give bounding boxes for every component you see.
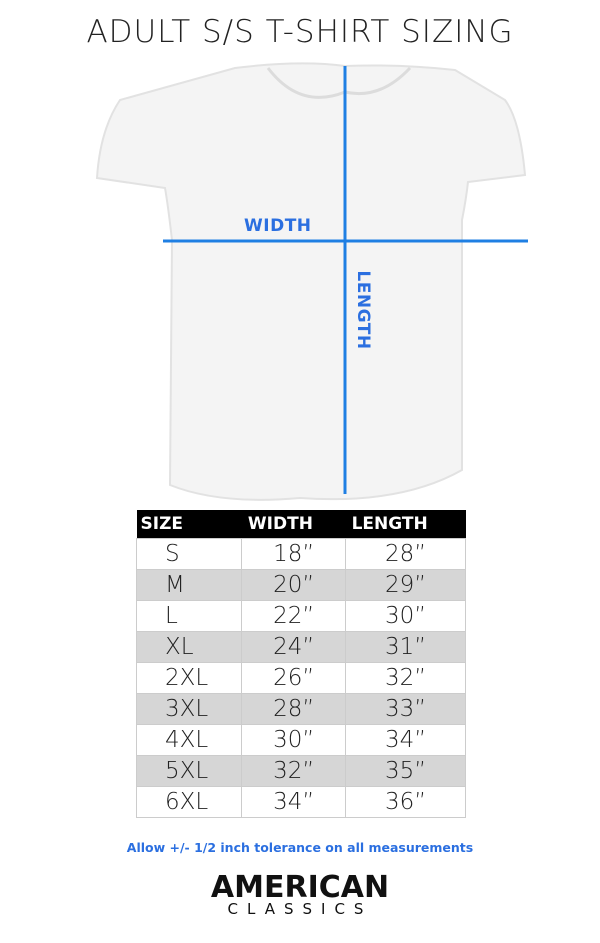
header-length: LENGTH — [345, 510, 466, 539]
cell-size: 4XL — [135, 724, 243, 756]
cell-size: L — [135, 600, 243, 632]
table-row: 4XL 30” 34” — [135, 724, 466, 756]
size-table: SIZE WIDTH LENGTH S 18” 28” M 20” 29” L 22” 30” X… — [135, 510, 466, 818]
tshirt-image — [95, 62, 527, 501]
cell-length: 31” — [345, 631, 466, 663]
table-row: L 22” 30” — [135, 600, 466, 632]
cell-width: 20” — [241, 569, 347, 601]
table-row: 5XL 32” 35” — [135, 755, 466, 787]
cell-width: 26” — [241, 662, 347, 694]
cell-size: M — [135, 569, 243, 601]
cell-length: 36” — [345, 786, 466, 818]
cell-length: 30” — [345, 600, 466, 632]
cell-width: 32” — [241, 755, 347, 787]
cell-length: 33” — [345, 693, 466, 725]
cell-size: 2XL — [135, 662, 243, 694]
table-row: M 20” 29” — [135, 569, 466, 601]
table-row: 6XL 34” 36” — [135, 786, 466, 818]
table-row: S 18” 28” — [135, 538, 466, 570]
cell-size: 5XL — [135, 755, 243, 787]
cell-length: 32” — [345, 662, 466, 694]
cell-size: S — [135, 538, 243, 570]
header-size: SIZE — [136, 510, 242, 539]
cell-size: 6XL — [135, 786, 243, 818]
cell-size: XL — [135, 631, 243, 663]
tshirt-diagram — [95, 62, 528, 501]
cell-width: 18” — [241, 538, 347, 570]
cell-length: 34” — [345, 724, 466, 756]
cell-length: 35” — [345, 755, 466, 787]
cell-width: 22” — [241, 600, 347, 632]
cell-size: 3XL — [135, 693, 243, 725]
brand-logo-line2: CLASSICS — [227, 900, 373, 918]
table-row: XL 24” 31” — [135, 631, 466, 663]
width-label: WIDTH — [244, 216, 312, 236]
cell-width: 30” — [241, 724, 347, 756]
table-row: 2XL 26” 32” — [135, 662, 466, 694]
table-row: 3XL 28” 33” — [135, 693, 466, 725]
tolerance-note: Allow +/- 1/2 inch tolerance on all meas… — [126, 840, 474, 855]
cell-width: 24” — [241, 631, 347, 663]
cell-length: 28” — [345, 538, 466, 570]
header-width: WIDTH — [241, 510, 346, 539]
cell-width: 28” — [241, 693, 347, 725]
cell-width: 34” — [241, 786, 347, 818]
length-label: LENGTH — [353, 270, 373, 350]
brand-logo-line1: AMERICAN — [210, 870, 390, 905]
table-header: SIZE WIDTH LENGTH — [136, 510, 466, 539]
cell-length: 29” — [345, 569, 466, 601]
page-title: ADULT S/S T-SHIRT SIZING — [86, 14, 514, 50]
